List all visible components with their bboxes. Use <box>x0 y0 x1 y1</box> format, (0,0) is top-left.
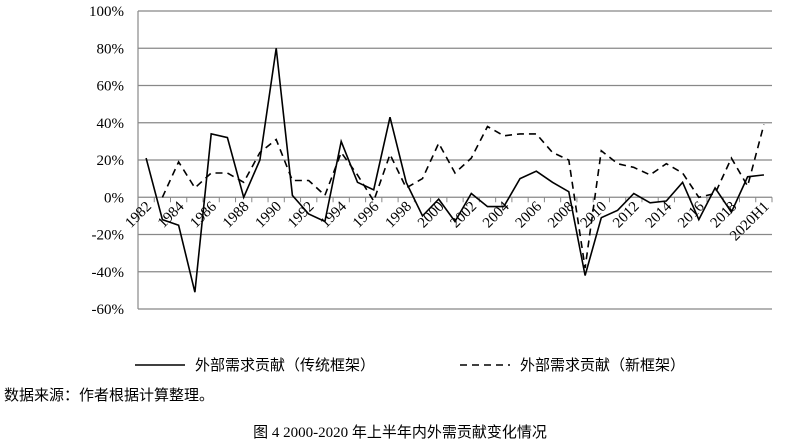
x-tick-label: 2004 <box>480 198 513 231</box>
y-tick-label: 0% <box>104 190 124 206</box>
x-tick-label: 2006 <box>513 198 546 231</box>
x-tick-label: 1996 <box>350 198 383 231</box>
x-tick-label: 2012 <box>610 199 643 232</box>
figure-caption: 图 4 2000-2020 年上半年内外需贡献变化情况 <box>253 425 547 441</box>
y-tick-label: -60% <box>92 302 125 318</box>
y-tick-label: 40% <box>97 116 125 132</box>
y-tick-label: 80% <box>97 41 125 57</box>
x-tick-label: 1994 <box>318 198 351 231</box>
x-tick-label: 2014 <box>643 198 676 231</box>
line-chart: 100% 80% 60% 40% 20% 0% -20% -40% -60% 1982 1984 19… <box>89 4 773 374</box>
x-tick-label: 2002 <box>448 199 481 232</box>
y-tick-label: 60% <box>97 79 125 95</box>
y-tick-label: -20% <box>92 228 125 244</box>
x-tick-label: 1988 <box>220 199 253 232</box>
y-tick-label: 100% <box>89 4 124 20</box>
y-tick-label: 20% <box>97 153 125 169</box>
x-tick-label: 1998 <box>383 199 416 232</box>
source-note: 数据来源：作者根据计算整理。 <box>4 388 215 404</box>
y-tick-label: -40% <box>92 265 125 281</box>
x-tick-label: 1990 <box>252 199 285 232</box>
x-tick-label: 1982 <box>122 199 155 232</box>
series-line-2 <box>161 124 765 269</box>
legend-label: 外部需求贡献（新框架） <box>520 356 685 374</box>
x-tick-label: 1984 <box>155 198 188 231</box>
series-line-1 <box>145 48 764 293</box>
legend-label: 外部需求贡献（传统框架） <box>195 356 375 374</box>
